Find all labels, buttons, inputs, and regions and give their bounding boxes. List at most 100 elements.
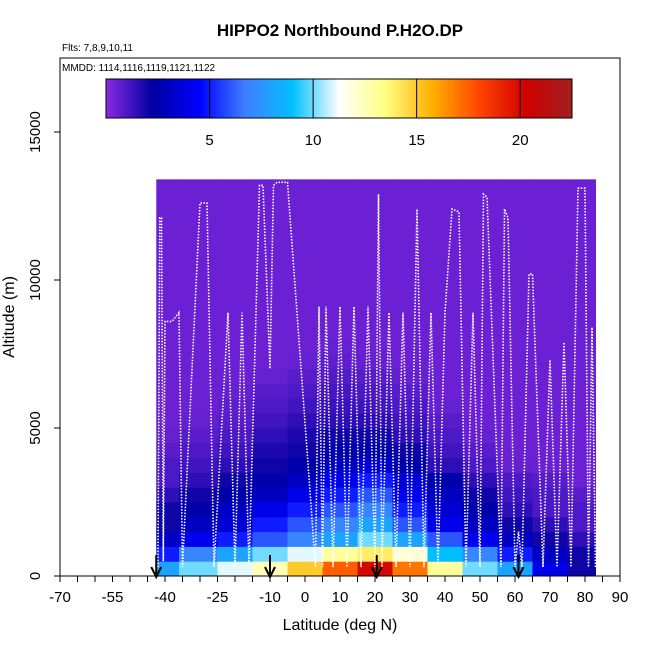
heatmap-cell (392, 368, 428, 385)
flights-label: Flts: 7,8,9,10,11 (62, 43, 133, 54)
heatmap-cell (357, 179, 393, 233)
heatmap-cell (357, 413, 393, 429)
heatmap-cell (497, 457, 533, 473)
chart-title: HIPPO2 Northbound P.H2O.DP (217, 21, 463, 40)
heatmap-cell (287, 428, 323, 444)
heatmap-cell (357, 428, 393, 444)
heatmap-cell (322, 487, 358, 503)
x-tick-label: 0 (301, 589, 309, 606)
heatmap-cell (392, 231, 428, 266)
heatmap-cell (427, 383, 463, 399)
heatmap-cell (252, 442, 288, 459)
heatmap-cell (252, 472, 288, 488)
y-tick-label: 0 (27, 572, 44, 580)
heatmap-cell (287, 413, 323, 429)
heatmap-cell (252, 320, 288, 340)
heatmap-cell (392, 531, 428, 547)
heatmap-cell (567, 354, 596, 370)
heatmap-cell (287, 502, 323, 518)
heatmap-cell (252, 502, 288, 518)
heatmap-cell (427, 320, 463, 340)
heatmap-cell (179, 231, 218, 266)
heatmap-cell (427, 398, 463, 414)
heatmap-cell (287, 265, 323, 296)
x-tick-label: 70 (542, 589, 559, 606)
heatmap-cell (287, 561, 323, 577)
heatmap-cell (179, 472, 218, 488)
heatmap-cell (179, 179, 218, 233)
heatmap-cell (179, 320, 218, 340)
x-tick-label: 30 (402, 589, 419, 606)
heatmap-cell (322, 561, 358, 577)
heatmap-cell (287, 398, 323, 414)
heatmap-cell (427, 561, 463, 577)
flight-marker-layer (150, 555, 525, 580)
heatmap-cell (287, 516, 323, 533)
x-tick-label: 80 (577, 589, 594, 606)
flight-track-layer (157, 181, 597, 568)
heatmap-cell (427, 487, 463, 503)
heatmap-cell (179, 442, 218, 459)
heatmap-cell (252, 516, 288, 533)
y-tick-label: 10000 (27, 259, 44, 301)
heatmap-cell (532, 546, 568, 562)
heatmap-cell (462, 231, 498, 266)
heatmap-cell (427, 516, 463, 533)
y-axis-label: Altitude (m) (1, 276, 18, 358)
heatmap-cell (427, 354, 463, 370)
heatmap-cell (392, 383, 428, 399)
colorbar-tick-label: 15 (408, 132, 425, 149)
heatmap-cell (322, 428, 358, 444)
heatmap-cell (252, 413, 288, 429)
heatmap-cell (462, 294, 498, 322)
heatmap-cell (252, 265, 288, 296)
heatmap-cell (357, 231, 393, 266)
heatmap-cell (217, 561, 253, 577)
heatmap-cell (462, 561, 498, 577)
heatmap-cell (497, 531, 533, 547)
heatmap-cell (427, 339, 463, 355)
heatmap-cell (532, 442, 568, 459)
heatmap-cell (427, 502, 463, 518)
heatmap-cell (532, 561, 568, 577)
heatmap-cell (252, 398, 288, 414)
heatmap-cell (217, 339, 253, 355)
heatmap-cell (179, 502, 218, 518)
heatmap-cell (287, 320, 323, 340)
heatmap-cell (532, 428, 568, 444)
heatmap-cell (287, 546, 323, 562)
heatmap-cell (217, 457, 253, 473)
heatmap-cell (357, 398, 393, 414)
heatmap-cell (532, 320, 568, 340)
heatmap-cell (156, 487, 180, 503)
heatmap-cell (252, 457, 288, 473)
heatmap-cell (179, 339, 218, 355)
heatmap-cell (287, 457, 323, 473)
heatmap-cell (392, 561, 428, 577)
heatmap-cell (427, 231, 463, 266)
heatmap-cell (427, 457, 463, 473)
heatmap-cell (156, 428, 180, 444)
heatmap-cell (217, 354, 253, 370)
heatmap-cell (322, 531, 358, 547)
heatmap-cell (532, 487, 568, 503)
heatmap-cell (532, 457, 568, 473)
heatmap-cell (156, 383, 180, 399)
heatmap-cell (497, 231, 533, 266)
heatmap-cell (217, 516, 253, 533)
heatmap-cell (392, 339, 428, 355)
heatmap-cell (497, 339, 533, 355)
heatmap-cell (252, 294, 288, 322)
heatmap-cell (427, 368, 463, 385)
flight-track-line (157, 181, 597, 568)
heatmap-cell (497, 179, 533, 233)
heatmap-cell (497, 413, 533, 429)
heatmap-cell (287, 472, 323, 488)
heatmap-cell (357, 294, 393, 322)
heatmap-cell (532, 339, 568, 355)
heatmap-cell (179, 368, 218, 385)
heatmap-cell (217, 428, 253, 444)
heatmap-cell (179, 516, 218, 533)
heatmap-cell (532, 265, 568, 296)
heatmap-cell (322, 265, 358, 296)
